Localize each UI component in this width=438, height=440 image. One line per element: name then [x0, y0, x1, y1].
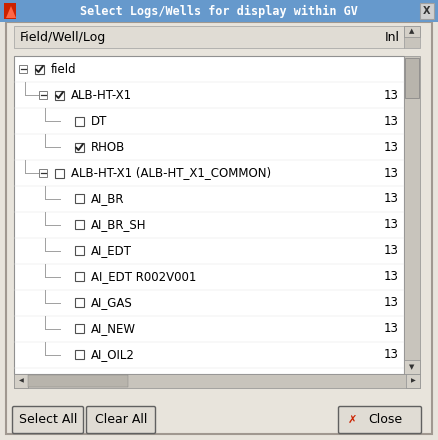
- Bar: [35, 65, 43, 73]
- Text: Inl: Inl: [385, 30, 400, 44]
- Bar: [74, 117, 84, 125]
- Text: 13: 13: [384, 140, 399, 154]
- Bar: [420, 3, 434, 19]
- Text: AI_BR_SH: AI_BR_SH: [91, 219, 146, 231]
- Text: X: X: [423, 6, 431, 16]
- Text: 13: 13: [384, 114, 399, 128]
- Bar: [74, 351, 84, 359]
- Text: Close: Close: [368, 414, 402, 426]
- Bar: [404, 26, 420, 48]
- Text: ▶: ▶: [411, 378, 415, 384]
- Text: RHOB: RHOB: [91, 140, 125, 154]
- Bar: [405, 58, 419, 98]
- Text: 13: 13: [384, 348, 399, 362]
- Text: 13: 13: [384, 88, 399, 102]
- Text: 13: 13: [384, 192, 399, 205]
- Text: 13: 13: [384, 323, 399, 335]
- Text: AI_OIL2: AI_OIL2: [91, 348, 135, 362]
- Bar: [74, 143, 84, 151]
- Bar: [404, 360, 420, 374]
- Text: AI_NEW: AI_NEW: [91, 323, 136, 335]
- Text: Select Logs/Wells for display within GV: Select Logs/Wells for display within GV: [80, 4, 358, 18]
- Text: ▼: ▼: [410, 364, 415, 370]
- Text: Select All: Select All: [19, 414, 77, 426]
- FancyBboxPatch shape: [339, 407, 421, 433]
- FancyBboxPatch shape: [13, 407, 84, 433]
- Text: 13: 13: [384, 297, 399, 309]
- Bar: [14, 56, 404, 374]
- Text: 13: 13: [384, 245, 399, 257]
- Bar: [404, 56, 420, 374]
- Bar: [74, 194, 84, 203]
- Text: AI_EDT: AI_EDT: [91, 245, 132, 257]
- Text: ◀: ◀: [19, 378, 23, 384]
- Text: 13: 13: [384, 166, 399, 180]
- Bar: [54, 169, 64, 177]
- Bar: [14, 374, 28, 388]
- Text: AI_GAS: AI_GAS: [91, 297, 133, 309]
- Text: Field/Well/Log: Field/Well/Log: [20, 30, 106, 44]
- Bar: [14, 26, 404, 48]
- Text: Clear All: Clear All: [95, 414, 147, 426]
- FancyBboxPatch shape: [86, 407, 155, 433]
- Bar: [14, 374, 420, 388]
- Text: ALB-HT-X1: ALB-HT-X1: [71, 88, 132, 102]
- Text: 13: 13: [384, 219, 399, 231]
- Text: ✗: ✗: [347, 415, 357, 425]
- Text: AI_EDT R002V001: AI_EDT R002V001: [91, 271, 196, 283]
- Bar: [19, 65, 27, 73]
- Bar: [74, 324, 84, 334]
- Bar: [39, 91, 47, 99]
- Bar: [74, 298, 84, 308]
- Bar: [406, 374, 420, 388]
- Bar: [54, 91, 64, 99]
- Bar: [28, 375, 128, 387]
- Bar: [404, 26, 420, 37]
- Bar: [74, 272, 84, 282]
- Text: DT: DT: [91, 114, 107, 128]
- Bar: [0, 0, 438, 22]
- Text: ALB-HT-X1 (ALB-HT_X1_COMMON): ALB-HT-X1 (ALB-HT_X1_COMMON): [71, 166, 271, 180]
- Text: ▲: ▲: [410, 29, 415, 34]
- Polygon shape: [6, 6, 16, 18]
- Bar: [39, 169, 47, 177]
- Text: AI_BR: AI_BR: [91, 192, 124, 205]
- Polygon shape: [4, 3, 16, 19]
- Bar: [74, 220, 84, 230]
- Text: field: field: [51, 62, 77, 76]
- Text: 13: 13: [384, 271, 399, 283]
- Bar: [74, 246, 84, 256]
